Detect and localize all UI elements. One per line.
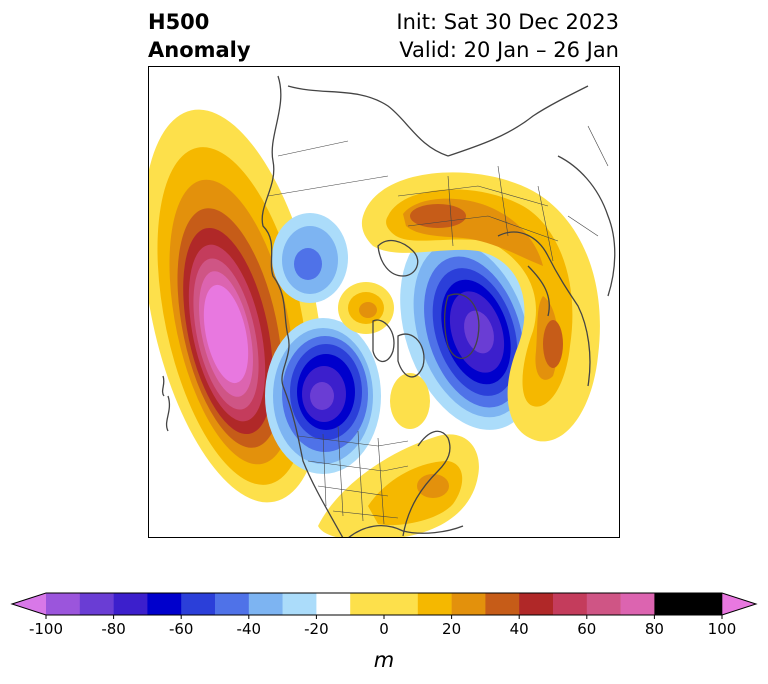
colorbar-segment	[553, 593, 588, 615]
ridge-eastern-us	[318, 434, 479, 538]
map-border	[148, 66, 620, 538]
valid-range-label: Valid: 20 Jan – 26 Jan	[399, 38, 619, 62]
colorbar-ticks: -100 -80 -60 -40 -20 0 20 40 60 80 100	[29, 615, 736, 638]
colorbar-tick-label: 80	[645, 620, 664, 638]
colorbar-segment	[451, 593, 486, 615]
colorbar-segment	[181, 593, 216, 615]
colorbar-tick-label: 0	[379, 620, 389, 638]
colorbar-segment	[147, 593, 182, 615]
colorbar-segment	[350, 593, 419, 615]
trough-alaska	[272, 213, 348, 303]
colorbar-tick-label: 40	[510, 620, 529, 638]
colorbar-tick-label: -80	[101, 620, 126, 638]
colorbar-segment	[215, 593, 250, 615]
colorbar-unit-label: m	[374, 648, 394, 672]
colorbar-segment	[417, 593, 452, 615]
colorbar-segment	[654, 593, 689, 615]
title-left: H500 Anomaly	[148, 8, 251, 64]
init-date-label: Init: Sat 30 Dec 2023	[396, 10, 619, 34]
title-field: H500	[148, 10, 210, 34]
colorbar-segment	[586, 593, 621, 615]
borders	[267, 125, 609, 525]
trough-central-north-america	[265, 318, 381, 474]
anomaly-map	[148, 66, 620, 538]
colorbar-tick-label: -20	[304, 620, 329, 638]
title-subfield: Anomaly	[148, 38, 251, 62]
colorbar-segment	[688, 593, 723, 615]
ridge-northern-eurasia	[361, 172, 600, 442]
colorbar-extend-high	[722, 593, 756, 615]
colorbar-segment	[282, 593, 317, 615]
colorbar-tick-label: 20	[442, 620, 461, 638]
colorbar-body	[10, 592, 758, 616]
colorbar-tick-label: -100	[29, 620, 63, 638]
colorbar: -100 -80 -60 -40 -20 0 20 40 60 80 100 m	[10, 592, 758, 672]
colorbar-segment	[79, 593, 114, 615]
colorbar-segment	[316, 593, 351, 615]
colorbar-segment	[46, 593, 81, 615]
title-right: Init: Sat 30 Dec 2023 Valid: 20 Jan – 26…	[396, 8, 619, 64]
colorbar-tick-label: 60	[577, 620, 596, 638]
colorbar-segment	[113, 593, 148, 615]
colorbar-extend-low	[12, 593, 46, 615]
colorbar-segment	[519, 593, 554, 615]
colorbar-segment	[620, 593, 655, 615]
colorbar-segment	[248, 593, 283, 615]
colorbar-tick-label: -40	[237, 620, 262, 638]
coastlines	[161, 75, 616, 538]
trough-north-atlantic	[400, 226, 540, 430]
colorbar-tick-label: -60	[169, 620, 194, 638]
colorbar-segment	[485, 593, 520, 615]
colorbar-tick-label: 100	[708, 620, 737, 638]
